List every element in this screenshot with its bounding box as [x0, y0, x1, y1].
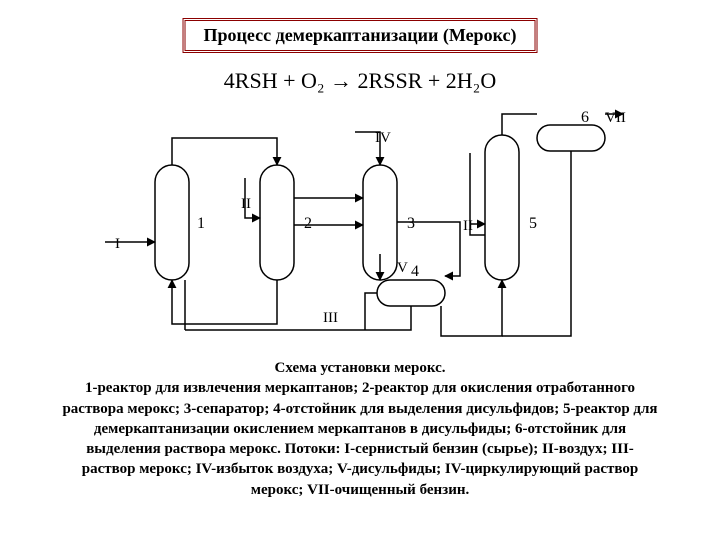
stream-label: III: [323, 310, 338, 326]
stream-label: II: [463, 218, 473, 234]
stream-label: VII: [605, 110, 626, 126]
caption-heading: Схема установки мерокс.: [60, 358, 660, 378]
stream-label: IV: [375, 130, 391, 146]
stream-line-17: [502, 151, 571, 336]
stream-line-2: [172, 280, 277, 324]
vessel-2: [260, 165, 294, 280]
stream-line-14: [441, 280, 502, 336]
unit-label: 2: [304, 215, 312, 232]
process-diagram: 123456IIIIIIIIIVVVII: [85, 100, 635, 340]
stream-label: I: [115, 236, 120, 252]
stream-label: II: [241, 196, 251, 212]
unit-label: 4: [411, 263, 419, 280]
unit-label: 6: [581, 109, 589, 126]
unit-label: 3: [407, 215, 415, 232]
stream-line-1: [172, 138, 277, 165]
diagram-caption: Схема установки мерокс. 1-реактор для из…: [60, 358, 660, 500]
unit-label: 5: [529, 215, 537, 232]
tank-4: [377, 280, 445, 306]
tank-6: [537, 125, 605, 151]
stream-label: V: [397, 260, 408, 276]
caption-body: 1-реактор для извлечения меркаптанов; 2-…: [60, 378, 660, 500]
stream-line-15: [502, 114, 537, 135]
vessel-5: [485, 135, 519, 280]
vessel-1: [155, 165, 189, 280]
page-title: Процесс демеркаптанизации (Мерокс): [183, 18, 538, 53]
reaction-equation: 4RSH + O₂ → 2RSSR + 2H₂O: [224, 68, 496, 94]
stream-line-18: [365, 293, 377, 330]
stream-line-9: [365, 306, 411, 330]
unit-label: 1: [197, 215, 205, 232]
